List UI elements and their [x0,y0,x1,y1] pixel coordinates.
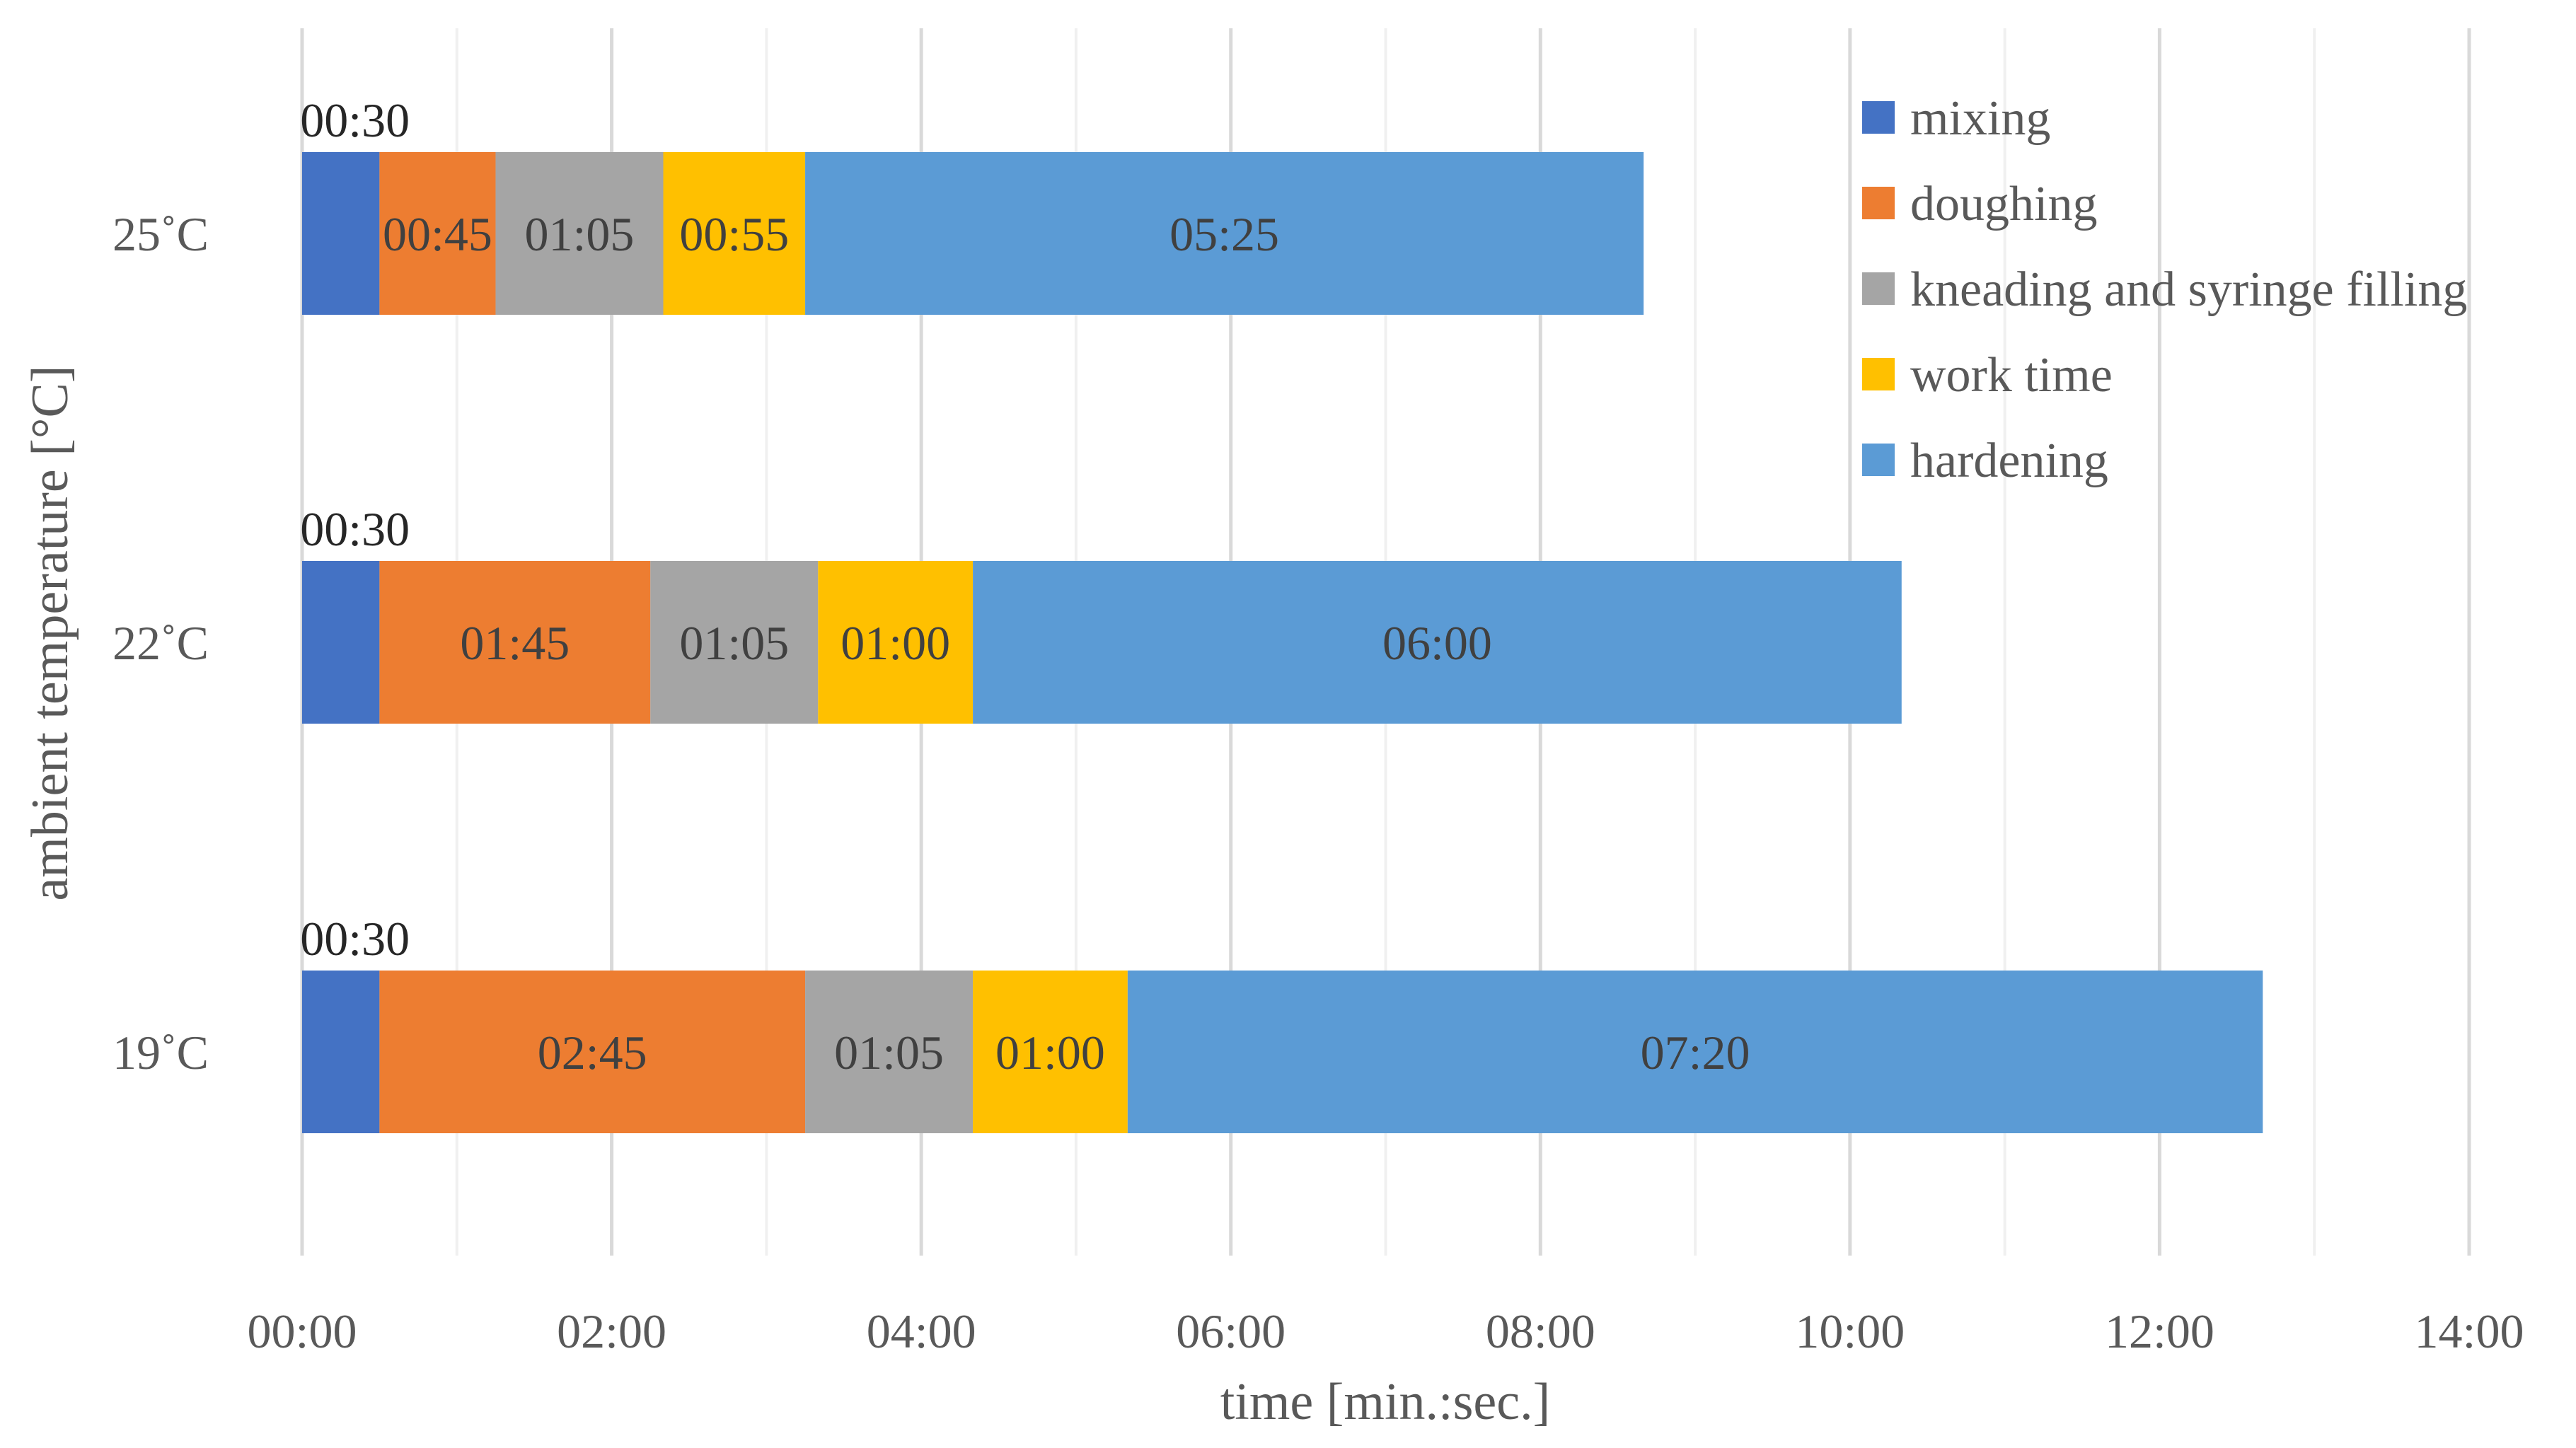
legend-label: kneading and syringe filling [1910,262,2467,317]
bar-segment-hardening [973,561,1902,724]
bar-segment-doughing [379,561,651,724]
x-tick-label: 00:00 [248,1304,357,1358]
bar-segment-kneading-and-syringe-filling [805,971,974,1133]
x-axis-label: time [min.:sec.] [1220,1373,1550,1431]
x-tick-label: 12:00 [2105,1304,2214,1358]
data-label: 05:25 [1169,207,1279,261]
data-label: 00:30 [300,93,410,147]
data-label: 01:05 [525,207,635,261]
data-label: 00:55 [679,207,789,261]
bar-segment-kneading-and-syringe-filling [650,561,819,724]
bars [302,152,2263,1133]
data-label: 01:05 [834,1026,944,1079]
legend: mixing doughing kneading and syringe filli… [1862,91,2467,488]
x-tick-label: 02:00 [557,1304,666,1358]
legend-label: work time [1910,348,2113,402]
data-label: 01:05 [679,616,789,670]
bar-segment-mixing [302,971,380,1133]
x-tick-label: 04:00 [867,1304,976,1358]
data-labels: 00:30 00:45 01:05 00:55 05:25 00:30 01:45 01:05… [300,93,1750,1079]
bar-segment-hardening [805,152,1644,315]
legend-label: mixing [1910,91,2050,146]
axes: 00:00 02:00 04:00 06:00 08:00 10:00 12:00 14:00… [112,207,2524,1358]
legend-swatch [1862,444,1895,476]
data-label: 01:45 [460,616,570,670]
x-tick-label: 10:00 [1795,1304,1905,1358]
bar-segment-work-time [818,561,974,724]
legend-swatch [1862,101,1895,134]
bar-segment-hardening [1127,971,2263,1133]
data-label: 01:00 [995,1026,1105,1079]
data-label: 00:45 [383,207,492,261]
x-tick-label: 14:00 [2415,1304,2524,1358]
bar-segment-doughing [379,152,496,315]
y-tick-label: 25˚C [112,207,209,261]
legend-swatch [1862,272,1895,305]
bar-segment-work-time [663,152,806,315]
data-label: 07:20 [1641,1026,1750,1079]
legend-swatch [1862,187,1895,219]
legend-swatch [1862,358,1895,390]
data-label: 06:00 [1382,616,1492,670]
bar-segment-doughing [379,971,806,1133]
bar-segment-work-time [973,971,1128,1133]
y-axis-label: ambient temperature [°C] [21,366,79,901]
data-label: 01:00 [841,616,950,670]
data-label: 00:30 [300,912,410,966]
data-label: 02:45 [538,1026,647,1079]
bar-segment-mixing [302,561,380,724]
legend-label: hardening [1910,434,2108,488]
y-tick-label: 19˚C [112,1026,209,1079]
x-tick-label: 06:00 [1176,1304,1286,1358]
legend-label: doughing [1910,177,2097,231]
data-label: 00:30 [300,502,410,556]
bar-segment-mixing [302,152,380,315]
x-tick-label: 08:00 [1486,1304,1595,1358]
y-tick-label: 22˚C [112,616,209,670]
bar-segment-kneading-and-syringe-filling [495,152,664,315]
